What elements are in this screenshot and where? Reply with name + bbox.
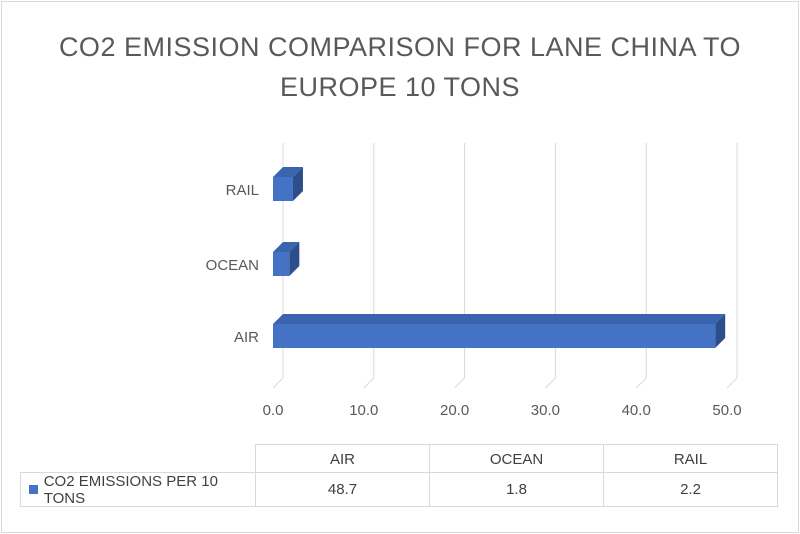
- legend-key: [29, 485, 38, 494]
- x-tick-label: 20.0: [440, 402, 469, 419]
- bar-side-face: [289, 242, 300, 276]
- floor-gridline: [272, 377, 284, 389]
- table-value-cell: 2.2: [603, 472, 778, 507]
- bar-side-face: [715, 314, 726, 348]
- table-row-label: CO2 EMISSIONS PER 10 TONS: [20, 472, 256, 507]
- category-label: OCEAN: [206, 257, 259, 274]
- floor-gridline: [635, 377, 647, 389]
- bar-top-face: [273, 167, 303, 177]
- floor-gridline: [545, 377, 556, 389]
- floor-gridline: [726, 377, 738, 389]
- chart-title-text: CO2 EMISSION COMPARISON FOR LANE CHINA T…: [58, 32, 742, 102]
- legend-label: CO2 EMISSIONS PER 10 TONS: [43, 472, 218, 507]
- x-tick-label: 30.0: [531, 402, 560, 419]
- x-tick-label: 40.0: [622, 402, 651, 419]
- bar-front-face: [273, 177, 293, 201]
- x-tick-label: 10.0: [349, 402, 378, 419]
- bar-rail: [273, 167, 303, 201]
- floor-gridline: [454, 377, 465, 389]
- x-tick-label: 50.0: [712, 402, 741, 419]
- table-header-cell: AIR: [255, 444, 430, 473]
- table-header-cell: RAIL: [603, 444, 778, 473]
- x-tick-label: 0.0: [263, 402, 284, 419]
- bar-front-face: [273, 324, 716, 348]
- floor-gridline: [363, 377, 375, 389]
- bar-air: [273, 314, 726, 348]
- table-value-cell: 1.8: [429, 472, 604, 507]
- bar-front-face: [273, 252, 290, 276]
- bar-top-face: [273, 242, 300, 252]
- bar-side-face: [292, 167, 303, 201]
- bar-top-face: [273, 314, 726, 324]
- category-label: RAIL: [226, 182, 259, 199]
- bar-ocean: [273, 242, 300, 276]
- category-label: AIR: [234, 329, 259, 346]
- table-value-cell: 48.7: [255, 472, 430, 507]
- chart-title: CO2 EMISSION COMPARISON FOR LANE CHINA T…: [0, 27, 800, 107]
- table-header-cell: OCEAN: [429, 444, 604, 473]
